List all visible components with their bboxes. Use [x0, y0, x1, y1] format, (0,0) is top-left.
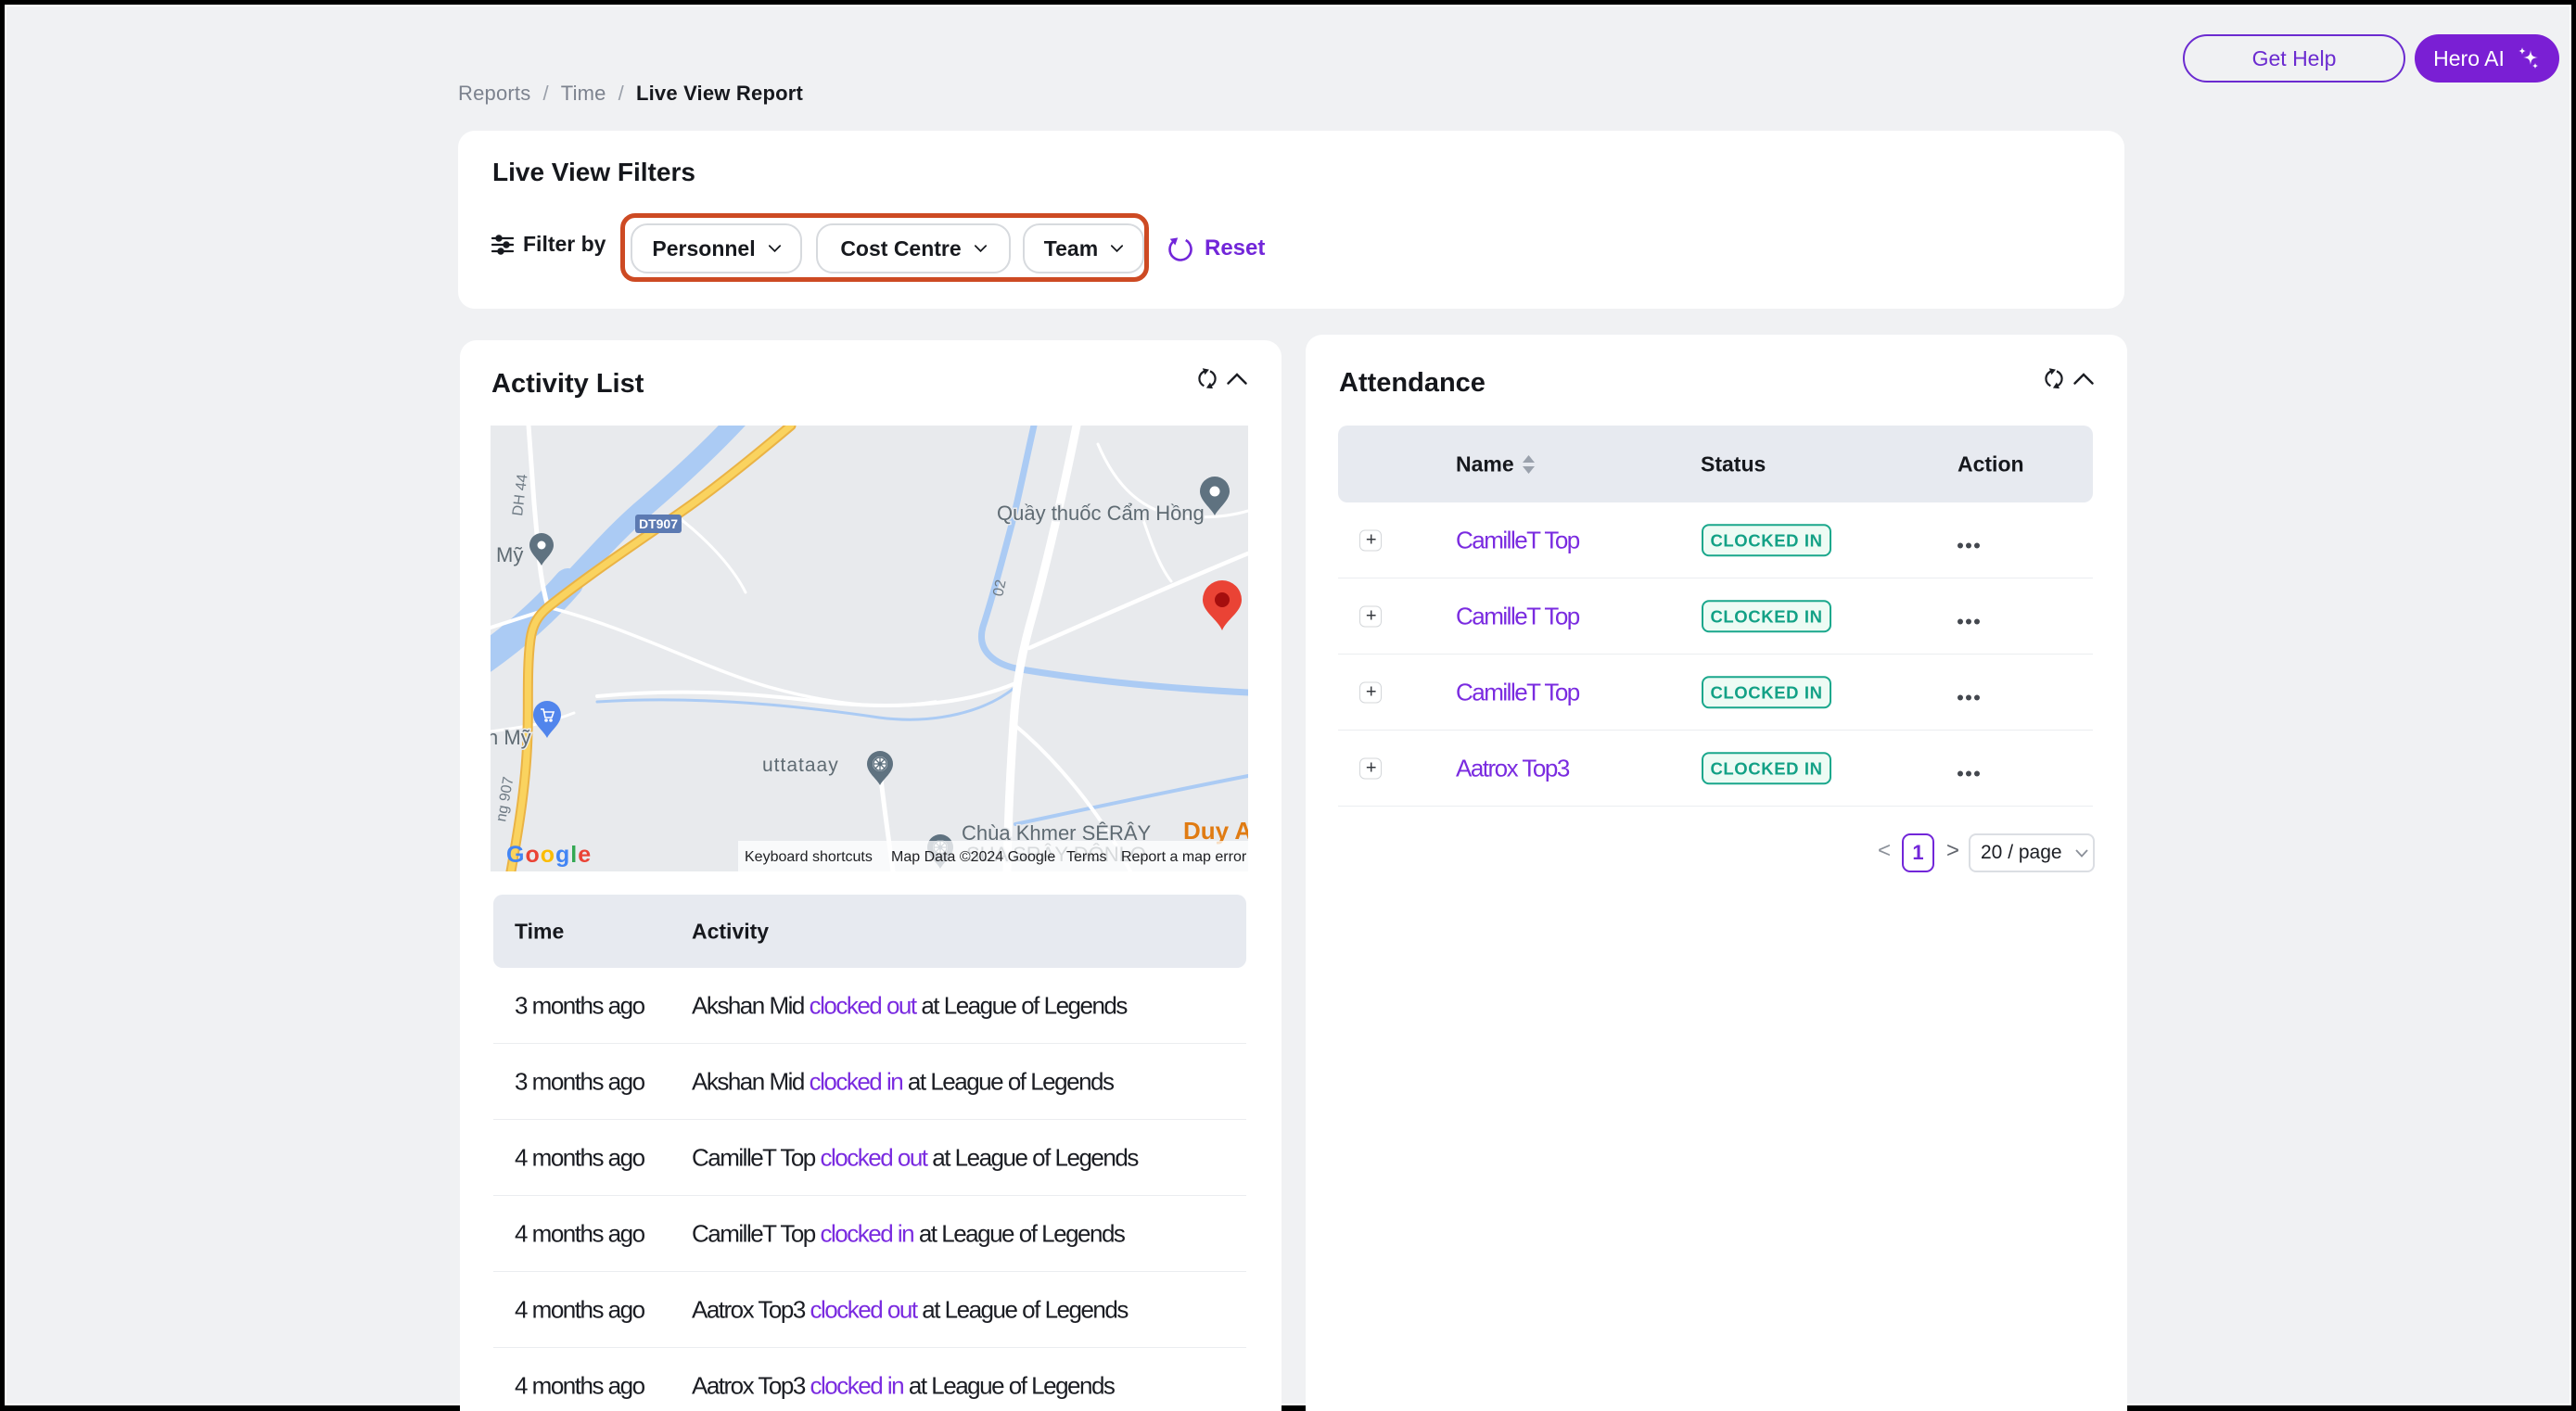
svg-text:DT907: DT907 — [639, 516, 678, 531]
svg-text:Mỹ: Mỹ — [496, 543, 523, 566]
svg-text:DH 44: DH 44 — [510, 473, 530, 516]
svg-text:n Mỹ: n Mỹ — [491, 726, 531, 749]
svg-text:Map Data ©2024 Google: Map Data ©2024 Google — [891, 849, 1055, 865]
svg-text:uttataay: uttataay — [762, 755, 839, 776]
svg-text:Duy A: Duy A — [1183, 817, 1248, 845]
svg-text:Keyboard shortcuts: Keyboard shortcuts — [745, 849, 873, 865]
svg-text:Terms: Terms — [1066, 849, 1107, 865]
svg-text:Google: Google — [506, 842, 592, 868]
svg-text:Report a map error: Report a map error — [1121, 849, 1247, 865]
svg-text:02: 02 — [990, 578, 1009, 598]
svg-text:Quầy thuốc Cẩm Hồng: Quầy thuốc Cẩm Hồng — [997, 502, 1205, 525]
